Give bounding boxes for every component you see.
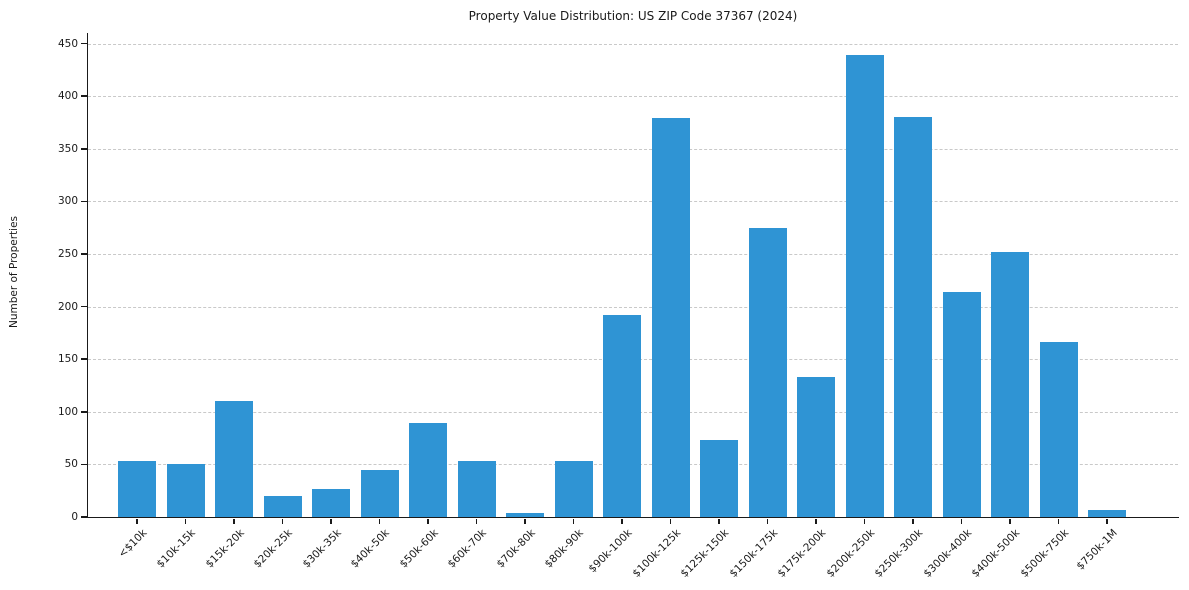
y-tick-label: 300 — [57, 195, 78, 208]
x-tick-mark — [863, 518, 866, 524]
y-tick-label: 0 — [71, 511, 78, 523]
bar — [894, 117, 932, 517]
y-axis-label: Number of Properties — [8, 215, 20, 329]
y-tick-mark — [81, 42, 87, 45]
x-tick-label: $40k-50k — [348, 527, 392, 571]
x-tick-label: $20k-25k — [251, 527, 295, 571]
x-tick-mark — [233, 518, 235, 524]
bar — [118, 461, 156, 517]
bar — [845, 55, 884, 517]
y-tick-label: 200 — [57, 300, 78, 313]
x-tick-mark — [281, 518, 284, 524]
bar — [991, 251, 1029, 517]
y-tick-label: 150 — [57, 353, 78, 366]
x-tick-mark — [1009, 518, 1011, 524]
bar — [409, 423, 447, 517]
bar — [457, 461, 496, 517]
y-tick-label: 250 — [57, 247, 78, 260]
y-tick-label: 50 — [64, 458, 78, 471]
gridline — [88, 253, 1178, 255]
x-tick-label: <$10k — [116, 527, 150, 561]
bar — [166, 464, 205, 517]
bar — [700, 440, 738, 517]
x-tick-label: $400k-500k — [969, 527, 1023, 580]
y-tick-mark — [81, 200, 87, 203]
bar — [215, 401, 253, 517]
bar — [603, 314, 641, 517]
y-tick-mark — [81, 147, 87, 150]
x-tick-label: $15k-20k — [203, 527, 247, 571]
x-tick-mark — [766, 518, 769, 524]
x-tick-mark — [184, 518, 187, 524]
x-tick-mark — [330, 518, 332, 524]
x-tick-mark — [718, 518, 720, 524]
bar — [360, 469, 399, 517]
y-tick-mark — [81, 305, 87, 308]
y-tick-label: 450 — [57, 37, 78, 50]
bar — [312, 488, 350, 517]
gridline — [88, 43, 1178, 45]
x-tick-label: $10k-15k — [154, 527, 198, 571]
bar — [263, 495, 302, 517]
y-tick-mark — [81, 358, 87, 360]
y-tick-label: 350 — [57, 142, 78, 155]
x-tick-label: $90k-100k — [586, 527, 635, 576]
x-tick-mark — [815, 518, 817, 524]
bar — [1039, 342, 1078, 517]
y-axis-spine — [86, 33, 89, 518]
x-tick-mark — [912, 518, 914, 524]
x-tick-label: $30k-35k — [300, 527, 344, 571]
x-tick-mark — [960, 518, 963, 524]
x-tick-label: $80k-90k — [542, 527, 586, 571]
y-tick-mark — [81, 410, 87, 413]
y-tick-label: 100 — [57, 405, 78, 418]
x-tick-label: $200k-250k — [824, 527, 877, 580]
bar — [554, 461, 593, 517]
x-tick-mark — [1106, 518, 1108, 524]
chart-title: Property Value Distribution: US ZIP Code… — [468, 9, 798, 23]
x-tick-label: $50k-60k — [397, 527, 441, 571]
x-tick-label: $175k-200k — [775, 527, 829, 580]
x-tick-label: $750k-1M — [1073, 527, 1120, 573]
bar — [797, 377, 835, 517]
y-tick-label: 400 — [57, 90, 78, 103]
gridline — [88, 148, 1178, 150]
x-axis-spine — [86, 516, 1179, 519]
gridline — [88, 201, 1178, 203]
gridline — [88, 306, 1178, 308]
x-tick-mark — [621, 518, 623, 524]
y-tick-mark — [81, 95, 87, 97]
x-tick-mark — [136, 518, 138, 524]
x-tick-mark — [669, 518, 672, 524]
x-tick-mark — [524, 518, 526, 524]
bar — [506, 512, 544, 517]
bar — [942, 291, 981, 517]
x-tick-label: $100k-125k — [630, 527, 683, 580]
y-tick-mark — [81, 516, 87, 518]
x-tick-label: $125k-150k — [678, 527, 732, 580]
bar — [651, 118, 690, 517]
y-tick-mark — [81, 463, 87, 466]
x-tick-mark — [572, 518, 575, 524]
x-tick-label: $70k-80k — [494, 527, 538, 571]
x-tick-mark — [427, 518, 429, 524]
gridline — [88, 96, 1178, 98]
x-tick-label: $300k-400k — [921, 527, 974, 580]
x-tick-label: $60k-70k — [445, 527, 489, 571]
x-tick-mark — [475, 518, 478, 524]
bar — [748, 227, 787, 517]
x-tick-mark — [1057, 518, 1060, 524]
y-tick-mark — [81, 253, 87, 255]
x-tick-mark — [378, 518, 381, 524]
x-tick-label: $250k-300k — [872, 527, 926, 580]
bar — [1088, 509, 1126, 517]
x-tick-label: $500k-750k — [1018, 527, 1071, 580]
x-tick-label: $150k-175k — [727, 527, 780, 580]
